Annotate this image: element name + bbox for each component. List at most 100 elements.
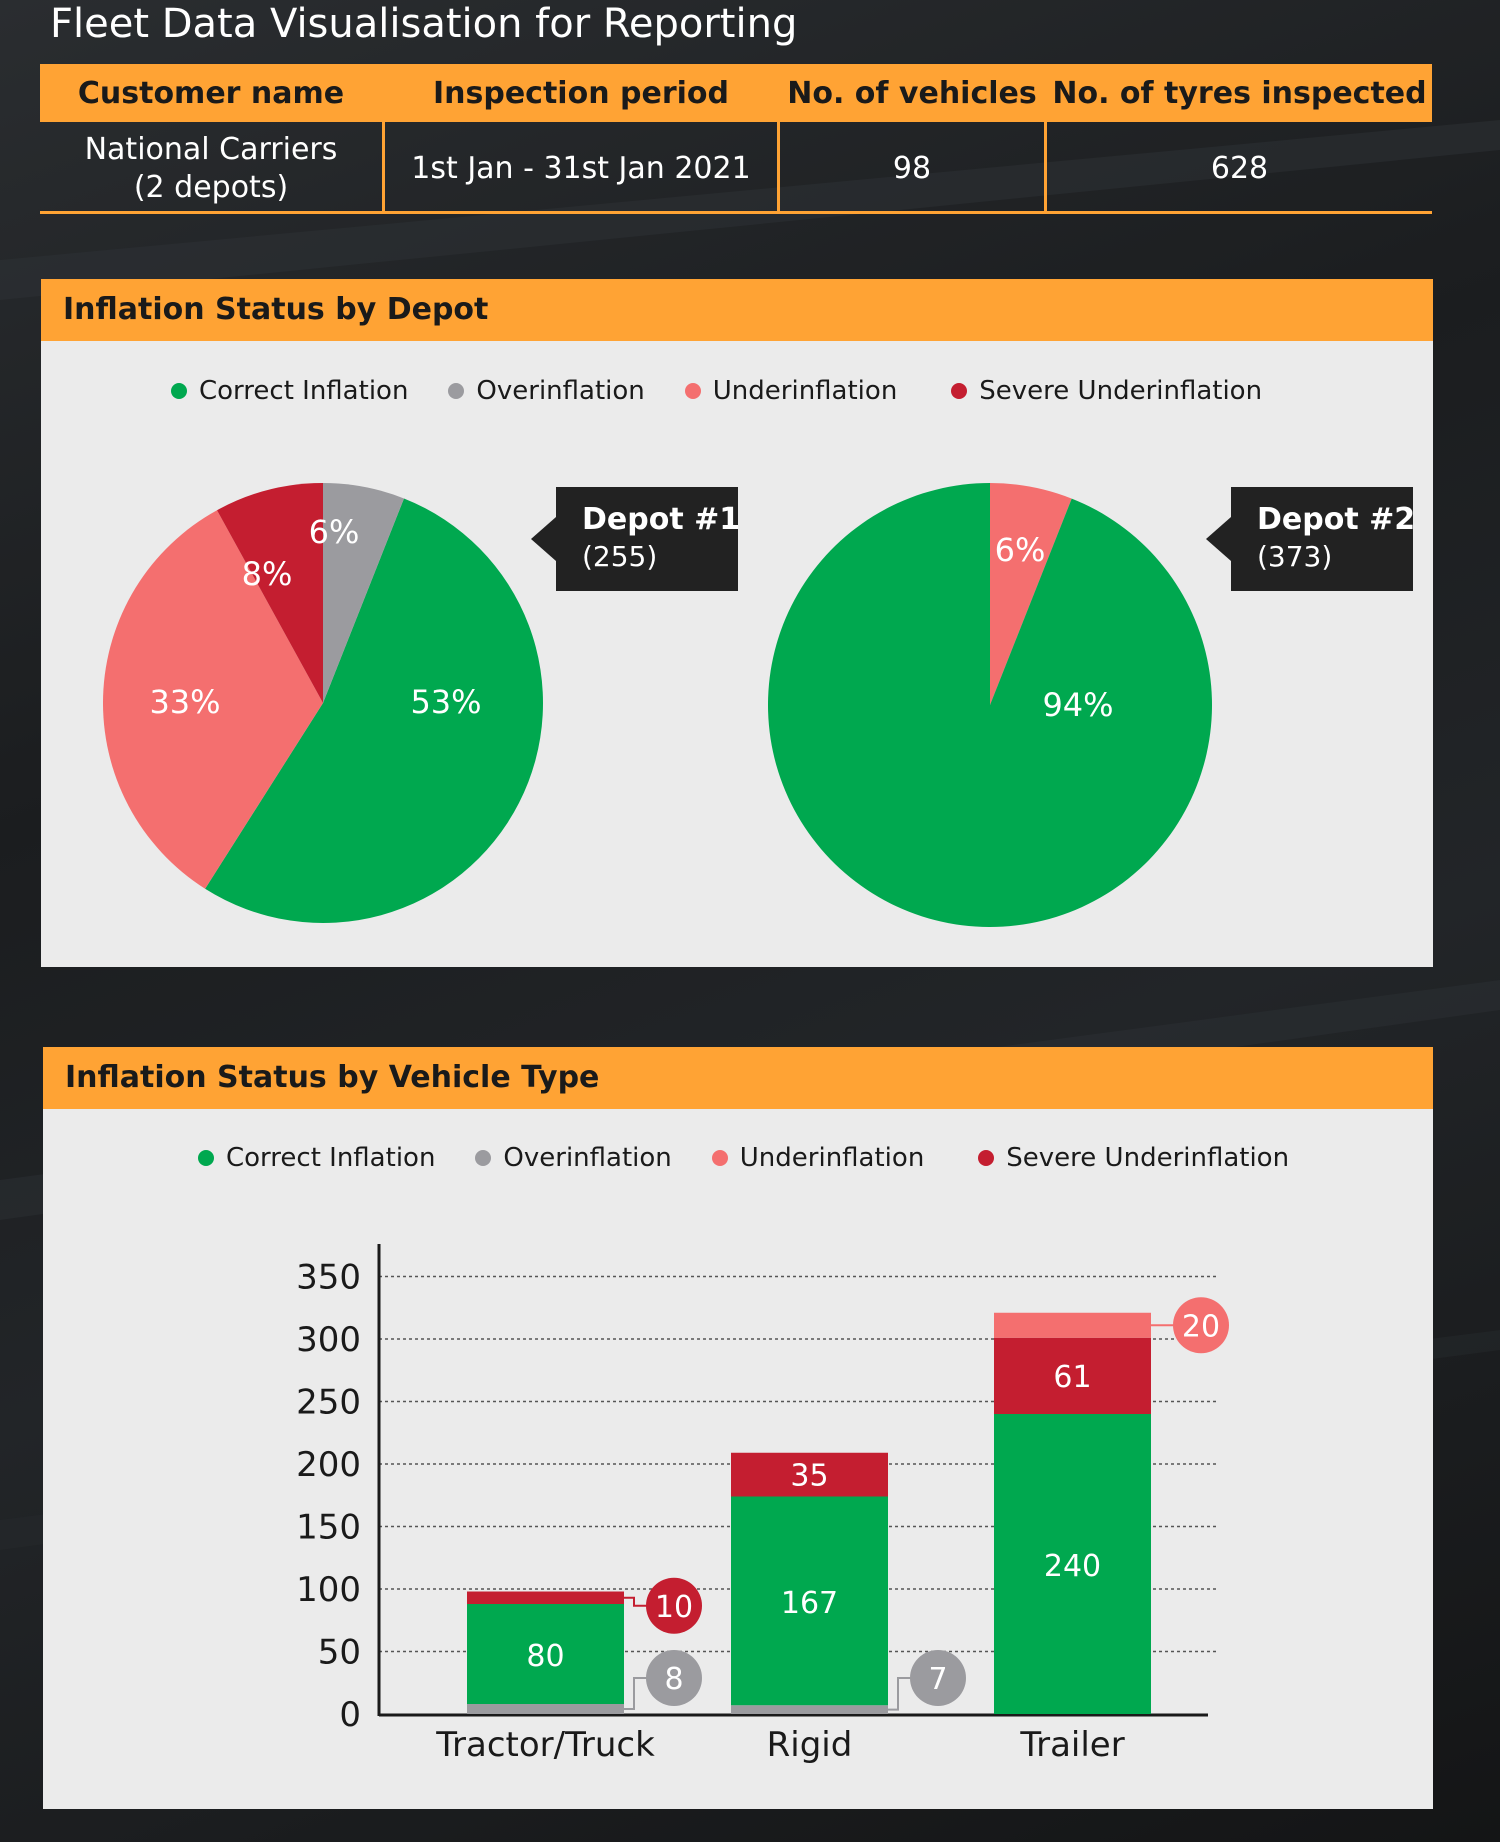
cell-inspection-period: 1st Jan - 31st Jan 2021 xyxy=(411,151,751,186)
customer-name-line1: National Carriers xyxy=(84,132,338,167)
legend-dot-severe xyxy=(951,383,968,399)
vehicle-panel: Inflation Status by Vehicle Type Correct… xyxy=(43,1047,1433,1809)
bar-segment xyxy=(467,1604,624,1704)
table-divider xyxy=(382,64,385,214)
pie-slice-label: 33% xyxy=(149,683,220,721)
vehicle-legend: Correct Inflation Overinflation Underinf… xyxy=(198,1138,1329,1178)
bar-segment xyxy=(994,1337,1151,1414)
bar-segment xyxy=(467,1591,624,1604)
callout-line xyxy=(624,1677,650,1710)
y-tick-label: 250 xyxy=(296,1383,361,1423)
bar-value-label: 8 xyxy=(664,1662,683,1697)
callout-line xyxy=(888,1677,914,1711)
bar-value-label: 61 xyxy=(1053,1360,1091,1395)
bar-segment xyxy=(731,1496,888,1706)
legend-item: Underinflation xyxy=(711,1143,925,1173)
legend-item: Correct Inflation xyxy=(198,1143,435,1173)
legend-label: Underinflation xyxy=(739,1143,925,1173)
pie-slice xyxy=(323,483,404,703)
legend-dot-under xyxy=(711,1150,728,1166)
pie-slice-label: 94% xyxy=(1042,686,1113,724)
legend-label: Correct Inflation xyxy=(199,376,409,406)
bar-value-label: 167 xyxy=(781,1586,838,1621)
depot-callout xyxy=(556,487,738,591)
header-inspection-period: Inspection period xyxy=(385,64,777,122)
bar-segment xyxy=(731,1705,888,1714)
depot-pie-charts: 53% 33% 8% 6% Depot #1(255) 6% 94% Depot #2(373… xyxy=(102,483,1415,928)
y-tick-label: 300 xyxy=(296,1320,361,1360)
legend-dot-over xyxy=(448,383,465,399)
value-callout-badge xyxy=(646,1650,702,1706)
legend-dot-correct xyxy=(198,1150,214,1166)
legend-label: Underinflation xyxy=(712,376,898,406)
header-no-of-vehicles: No. of vehicles xyxy=(780,64,1044,122)
value-callout-badge xyxy=(646,1577,702,1634)
depot-legend: Correct Inflation Overinflation Underinf… xyxy=(171,371,1302,411)
page-title: Fleet Data Visualisation for Reporting xyxy=(50,1,798,47)
legend-item: Overinflation xyxy=(448,376,645,406)
customer-name-line2: (2 depots) xyxy=(133,170,289,205)
bar-value-label: 7 xyxy=(928,1662,947,1697)
cell-no-of-vehicles: 98 xyxy=(892,151,932,186)
legend-label: Overinflation xyxy=(503,1143,672,1173)
legend-item: Underinflation xyxy=(684,376,898,406)
legend-item: Overinflation xyxy=(475,1143,672,1173)
pie-slice xyxy=(102,510,323,889)
table-divider xyxy=(1044,64,1047,214)
bar-segment xyxy=(994,1414,1151,1714)
depot-label: Depot #2 xyxy=(1257,502,1415,537)
depot-count: (255) xyxy=(582,540,657,573)
pie-slice xyxy=(205,498,543,923)
y-tick-label: 0 xyxy=(339,1695,361,1735)
summary-table: Customer name Inspection period No. of v… xyxy=(40,64,1432,214)
pie-slice-label: 6% xyxy=(309,513,360,551)
depot-label: Depot #1 xyxy=(582,502,740,537)
legend-label: Overinflation xyxy=(476,376,645,406)
pie-slice xyxy=(990,483,1072,705)
legend-item: Severe Underinflation xyxy=(951,376,1262,406)
bar-segment xyxy=(994,1312,1151,1338)
bar-value-label: 240 xyxy=(1044,1549,1101,1584)
bar-value-label: 35 xyxy=(790,1459,828,1494)
legend-label: Severe Underinflation xyxy=(1006,1143,1290,1173)
x-category-label: Tractor/Truck xyxy=(435,1725,655,1765)
y-tick-label: 50 xyxy=(318,1633,361,1673)
cell-customer-name: National Carriers (2 depots) xyxy=(40,126,382,212)
legend-label: Correct Inflation xyxy=(226,1143,436,1173)
value-callout-badge xyxy=(1173,1297,1229,1354)
legend-dot-over xyxy=(475,1150,492,1166)
y-tick-label: 350 xyxy=(296,1258,361,1298)
bar-value-label: 10 xyxy=(655,1590,693,1625)
pie-slice-label: 53% xyxy=(410,683,481,721)
depot-panel-title: Inflation Status by Depot xyxy=(41,279,1433,341)
callout-pointer xyxy=(1206,517,1231,561)
vehicle-bar-chart: 0 50 100 150 200 250 300 350 Tractor/Truck 80 8 10 R… xyxy=(296,1244,1229,1765)
value-callout-badge xyxy=(910,1650,966,1706)
legend-dot-under xyxy=(684,383,701,399)
legend-item: Severe Underinflation xyxy=(978,1143,1289,1173)
bar-value-label: 80 xyxy=(526,1639,564,1674)
vehicle-panel-title: Inflation Status by Vehicle Type xyxy=(43,1047,1433,1109)
bar-segment xyxy=(731,1452,888,1497)
bar-value-label: 20 xyxy=(1182,1309,1220,1344)
table-divider xyxy=(777,64,780,214)
depot-callout xyxy=(1231,487,1413,591)
depot-panel: Inflation Status by Depot Correct Inflat… xyxy=(41,279,1433,967)
pie-slice xyxy=(217,483,323,703)
table-bottom-line xyxy=(40,211,1432,214)
pie-slice-label: 8% xyxy=(242,555,293,593)
pie-slice xyxy=(768,483,1212,928)
bar-segment xyxy=(467,1704,624,1714)
callout-line xyxy=(624,1596,650,1607)
legend-dot-severe xyxy=(978,1150,995,1166)
cell-no-of-tyres: 628 xyxy=(1210,151,1269,186)
y-tick-label: 200 xyxy=(296,1445,361,1485)
legend-label: Severe Underinflation xyxy=(979,376,1263,406)
legend-dot-correct xyxy=(171,383,187,399)
y-tick-label: 150 xyxy=(296,1508,361,1548)
pie-slice-label: 6% xyxy=(995,531,1046,569)
legend-item: Correct Inflation xyxy=(171,376,408,406)
header-customer-name: Customer name xyxy=(40,64,382,122)
header-no-of-tyres: No. of tyres inspected xyxy=(1047,64,1432,122)
callout-pointer xyxy=(531,517,556,561)
